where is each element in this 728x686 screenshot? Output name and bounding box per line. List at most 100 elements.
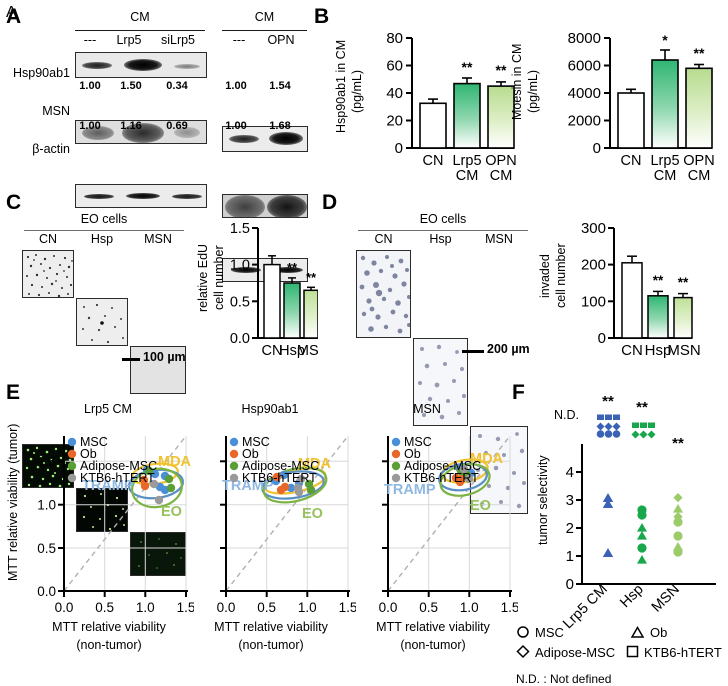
panel-e-xlabel-3a: MTT relative viability [376,620,490,634]
panel-f-nd-label: N.D. [554,408,579,422]
panel-b: B Hsp90ab1 in CM (pg/mL) 0 20 40 60 80 [312,0,728,185]
panel-d-rule [358,230,528,232]
svg-text:**: ** [287,260,298,275]
svg-text:1.5: 1.5 [230,221,250,237]
svg-text:CN: CN [262,343,283,359]
svg-text:1.5: 1.5 [339,600,356,615]
svg-text:100: 100 [581,293,606,310]
svg-text:Lrp5: Lrp5 [650,153,679,169]
svg-text:Ob: Ob [242,447,259,461]
panel-a-quant-msn-2: 0.69 [166,120,188,132]
svg-text:0.5: 0.5 [419,600,438,615]
svg-text:Ob: Ob [80,447,97,461]
panel-a-lane-label-1: Lrp5 [116,33,142,47]
panel-c-group-title: EO cells [80,212,128,226]
svg-text:1: 1 [566,548,574,565]
svg-text:0.5: 0.5 [230,294,250,310]
panel-f: F N.D. tumor selectivity ** ** ** [508,380,728,686]
panel-c-scale-label: 100 µm [143,350,186,364]
svg-text:Hsp: Hsp [645,342,672,359]
panel-e-xlabel-3b: (non-tumor) [400,638,466,652]
svg-text:**: ** [694,45,705,61]
svg-text:4000: 4000 [568,85,601,102]
panel-a-quant-msn-r0: 1.00 [225,120,247,132]
blot-msn-left [75,120,207,144]
svg-text:CM: CM [456,168,479,183]
scatter-1-title: Lrp5 CM [84,402,132,416]
panel-d-scale-label: 200 µm [487,342,530,356]
panel-c-image-label-1: Hsp [90,232,114,246]
svg-text:60: 60 [386,58,403,75]
svg-text:**: ** [306,270,317,285]
panel-d-group-title: EO cells [419,212,467,226]
svg-text:200: 200 [581,257,606,274]
svg-text:Lrp5: Lrp5 [452,153,481,169]
blot-msn-right [222,194,308,218]
svg-text:MSC: MSC [404,435,432,449]
svg-text:EO: EO [302,506,323,522]
panel-a-lane-label-2: siLrp5 [160,33,196,47]
svg-text:EO: EO [470,498,491,514]
svg-text:**: ** [678,275,689,290]
svg-text:1.0: 1.0 [37,498,56,513]
svg-text:0: 0 [395,140,403,157]
panel-a-quant-hsp-2: 0.34 [166,80,188,92]
scatter-msn: MSN 0.0 0.5 1.0 1.5 [348,402,518,617]
svg-text:MDA: MDA [470,451,504,467]
panel-a-lane-label-r0: --- [232,33,246,47]
svg-text:CM: CM [688,168,711,183]
chart-b2-ylabel-line2: (pg/mL) [526,69,540,113]
panel-a: A CM --- Lrp5 siLrp5 CM --- OPN Hsp90ab1… [0,0,310,282]
panel-c: C EO cells CN Hsp MSN [0,190,320,576]
chart-d-ylabel-line2: cell number [554,243,568,309]
svg-text:CM: CM [654,168,677,183]
chart-c-ylabel-line1: relative EdU [196,243,210,313]
panel-a-quant-hsp-r0: 1.00 [225,80,247,92]
panel-e: E MTT relative viability (tumor) Lrp5 CM… [0,380,518,679]
panel-d-letter: D [322,191,338,214]
svg-text:0: 0 [598,330,606,347]
svg-text:Adipose-MSC: Adipose-MSC [404,459,481,473]
svg-text:0.0: 0.0 [55,600,74,615]
panel-d-scale-bar [462,350,484,353]
panel-d-image-hsp [413,338,468,426]
panel-c-image-fl-hsp [76,488,128,532]
panel-b-letter: B [314,5,330,28]
chart-b2-svg: 0 2000 4000 6000 8000 [568,30,715,183]
svg-text:OPN: OPN [683,153,714,169]
panel-e-ylabel: MTT relative viability (tumor) [6,423,20,581]
panel-e-letter: E [6,381,21,404]
chart-hsp90ab1-in-cm: Hsp90ab1 in CM (pg/mL) 0 20 40 60 80 [334,28,524,183]
panel-a-right-group-title: CM [254,10,275,24]
panel-c-rule [24,230,184,232]
svg-text:Hsp: Hsp [279,343,305,359]
svg-text:20: 20 [386,113,403,130]
svg-text:8000: 8000 [568,30,601,47]
svg-text:1.0: 1.0 [136,600,155,615]
panel-a-row-label-hsp90ab1: Hsp90ab1 [13,66,70,80]
panel-d: D EO cells CN Hsp MSN [320,190,728,514]
svg-text:0.0: 0.0 [217,600,236,615]
svg-text:1.5: 1.5 [177,600,194,615]
panel-a-quant-hsp-r1: 1.54 [269,80,291,92]
panel-a-quant-hsp-0: 1.00 [79,80,101,92]
svg-text:MSC: MSC [242,435,270,449]
svg-text:MSN: MSN [667,342,700,359]
chart-b2-ylabel-line1: Moesin in CM [510,43,524,121]
svg-text:2000: 2000 [568,113,601,130]
chart-moesin-in-cm: Moesin in CM (pg/mL) 0 2000 4000 6000 80… [510,28,726,183]
chart-d-ylabel-line1: invaded [538,254,552,298]
svg-text:1.5: 1.5 [37,454,56,469]
svg-text:**: ** [636,399,648,416]
panel-d-image-cn [356,250,411,338]
svg-text:CN: CN [423,153,444,169]
panel-a-quant-msn-r1: 1.68 [269,120,291,132]
svg-text:KTB6-hTERT: KTB6-hTERT [644,645,722,660]
svg-text:MDA: MDA [158,454,192,470]
blot-hsp90ab1-left [75,52,207,78]
svg-text:Adipose-MSC: Adipose-MSC [242,459,319,473]
panel-d-image-label-2: MSN [485,232,513,246]
svg-text:MDA: MDA [298,456,332,472]
chart-c-ylabel-line2: cell number [212,245,226,311]
